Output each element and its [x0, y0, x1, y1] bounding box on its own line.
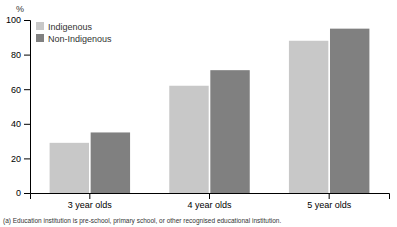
tick: 0	[16, 188, 30, 198]
tick-label: 60	[11, 85, 21, 95]
legend: Indigenous Non-Indigenous	[36, 22, 112, 44]
tick-mark	[24, 158, 30, 159]
series	[91, 29, 370, 193]
series	[50, 41, 329, 193]
tick: 4 year olds	[187, 193, 232, 210]
chart: 0 20 40 60 80 100 3 year olds 4 year olds 5 year…	[0, 0, 397, 227]
tick-label: 4 year olds	[187, 200, 232, 210]
tick-label: 5 year olds	[307, 200, 352, 210]
tick-mark	[209, 193, 210, 199]
legend-label: Indigenous	[48, 22, 93, 32]
legend-swatch	[36, 34, 44, 42]
tick-mark	[24, 55, 30, 56]
legend-item: Indigenous	[36, 22, 93, 32]
legend-label: Non-Indigenous	[48, 34, 112, 44]
tick-mark	[329, 193, 330, 199]
tick-mark	[24, 20, 30, 21]
footnote: (a) Education institution is pre-school,…	[3, 217, 281, 225]
axis-line	[31, 194, 390, 200]
bar	[50, 143, 89, 193]
bar	[91, 132, 130, 193]
bar	[210, 70, 249, 193]
y-axis-label: %	[16, 4, 24, 14]
tick-label: 100	[6, 15, 21, 25]
legend-item: Non-Indigenous	[36, 34, 112, 44]
bar	[289, 41, 328, 193]
tick: 100	[6, 15, 30, 25]
tick: 60	[11, 85, 30, 95]
tick-label: 40	[11, 119, 21, 129]
tick-label: 20	[11, 154, 21, 164]
tick-label: 0	[16, 188, 21, 198]
tick: 20	[11, 154, 30, 164]
tick: 3 year olds	[68, 193, 113, 210]
legend-swatch	[36, 22, 44, 30]
tick-mark	[24, 124, 30, 125]
tick: 40	[11, 119, 30, 129]
bar	[330, 29, 369, 193]
tick-mark	[24, 193, 30, 194]
tick-label: 80	[11, 50, 21, 60]
plot: 0 20 40 60 80 100 3 year olds 4 year olds 5 year…	[6, 15, 390, 210]
x-axis: 3 year olds 4 year olds 5 year olds	[31, 193, 390, 210]
tick: 5 year olds	[307, 193, 352, 210]
bar	[169, 86, 208, 193]
bars	[50, 29, 370, 193]
axis-line	[24, 21, 31, 194]
y-axis: 0 20 40 60 80 100	[6, 15, 31, 198]
tick: 80	[11, 50, 30, 60]
tick-label: 3 year olds	[68, 200, 113, 210]
tick-mark	[24, 89, 30, 90]
tick-mark	[89, 193, 90, 199]
